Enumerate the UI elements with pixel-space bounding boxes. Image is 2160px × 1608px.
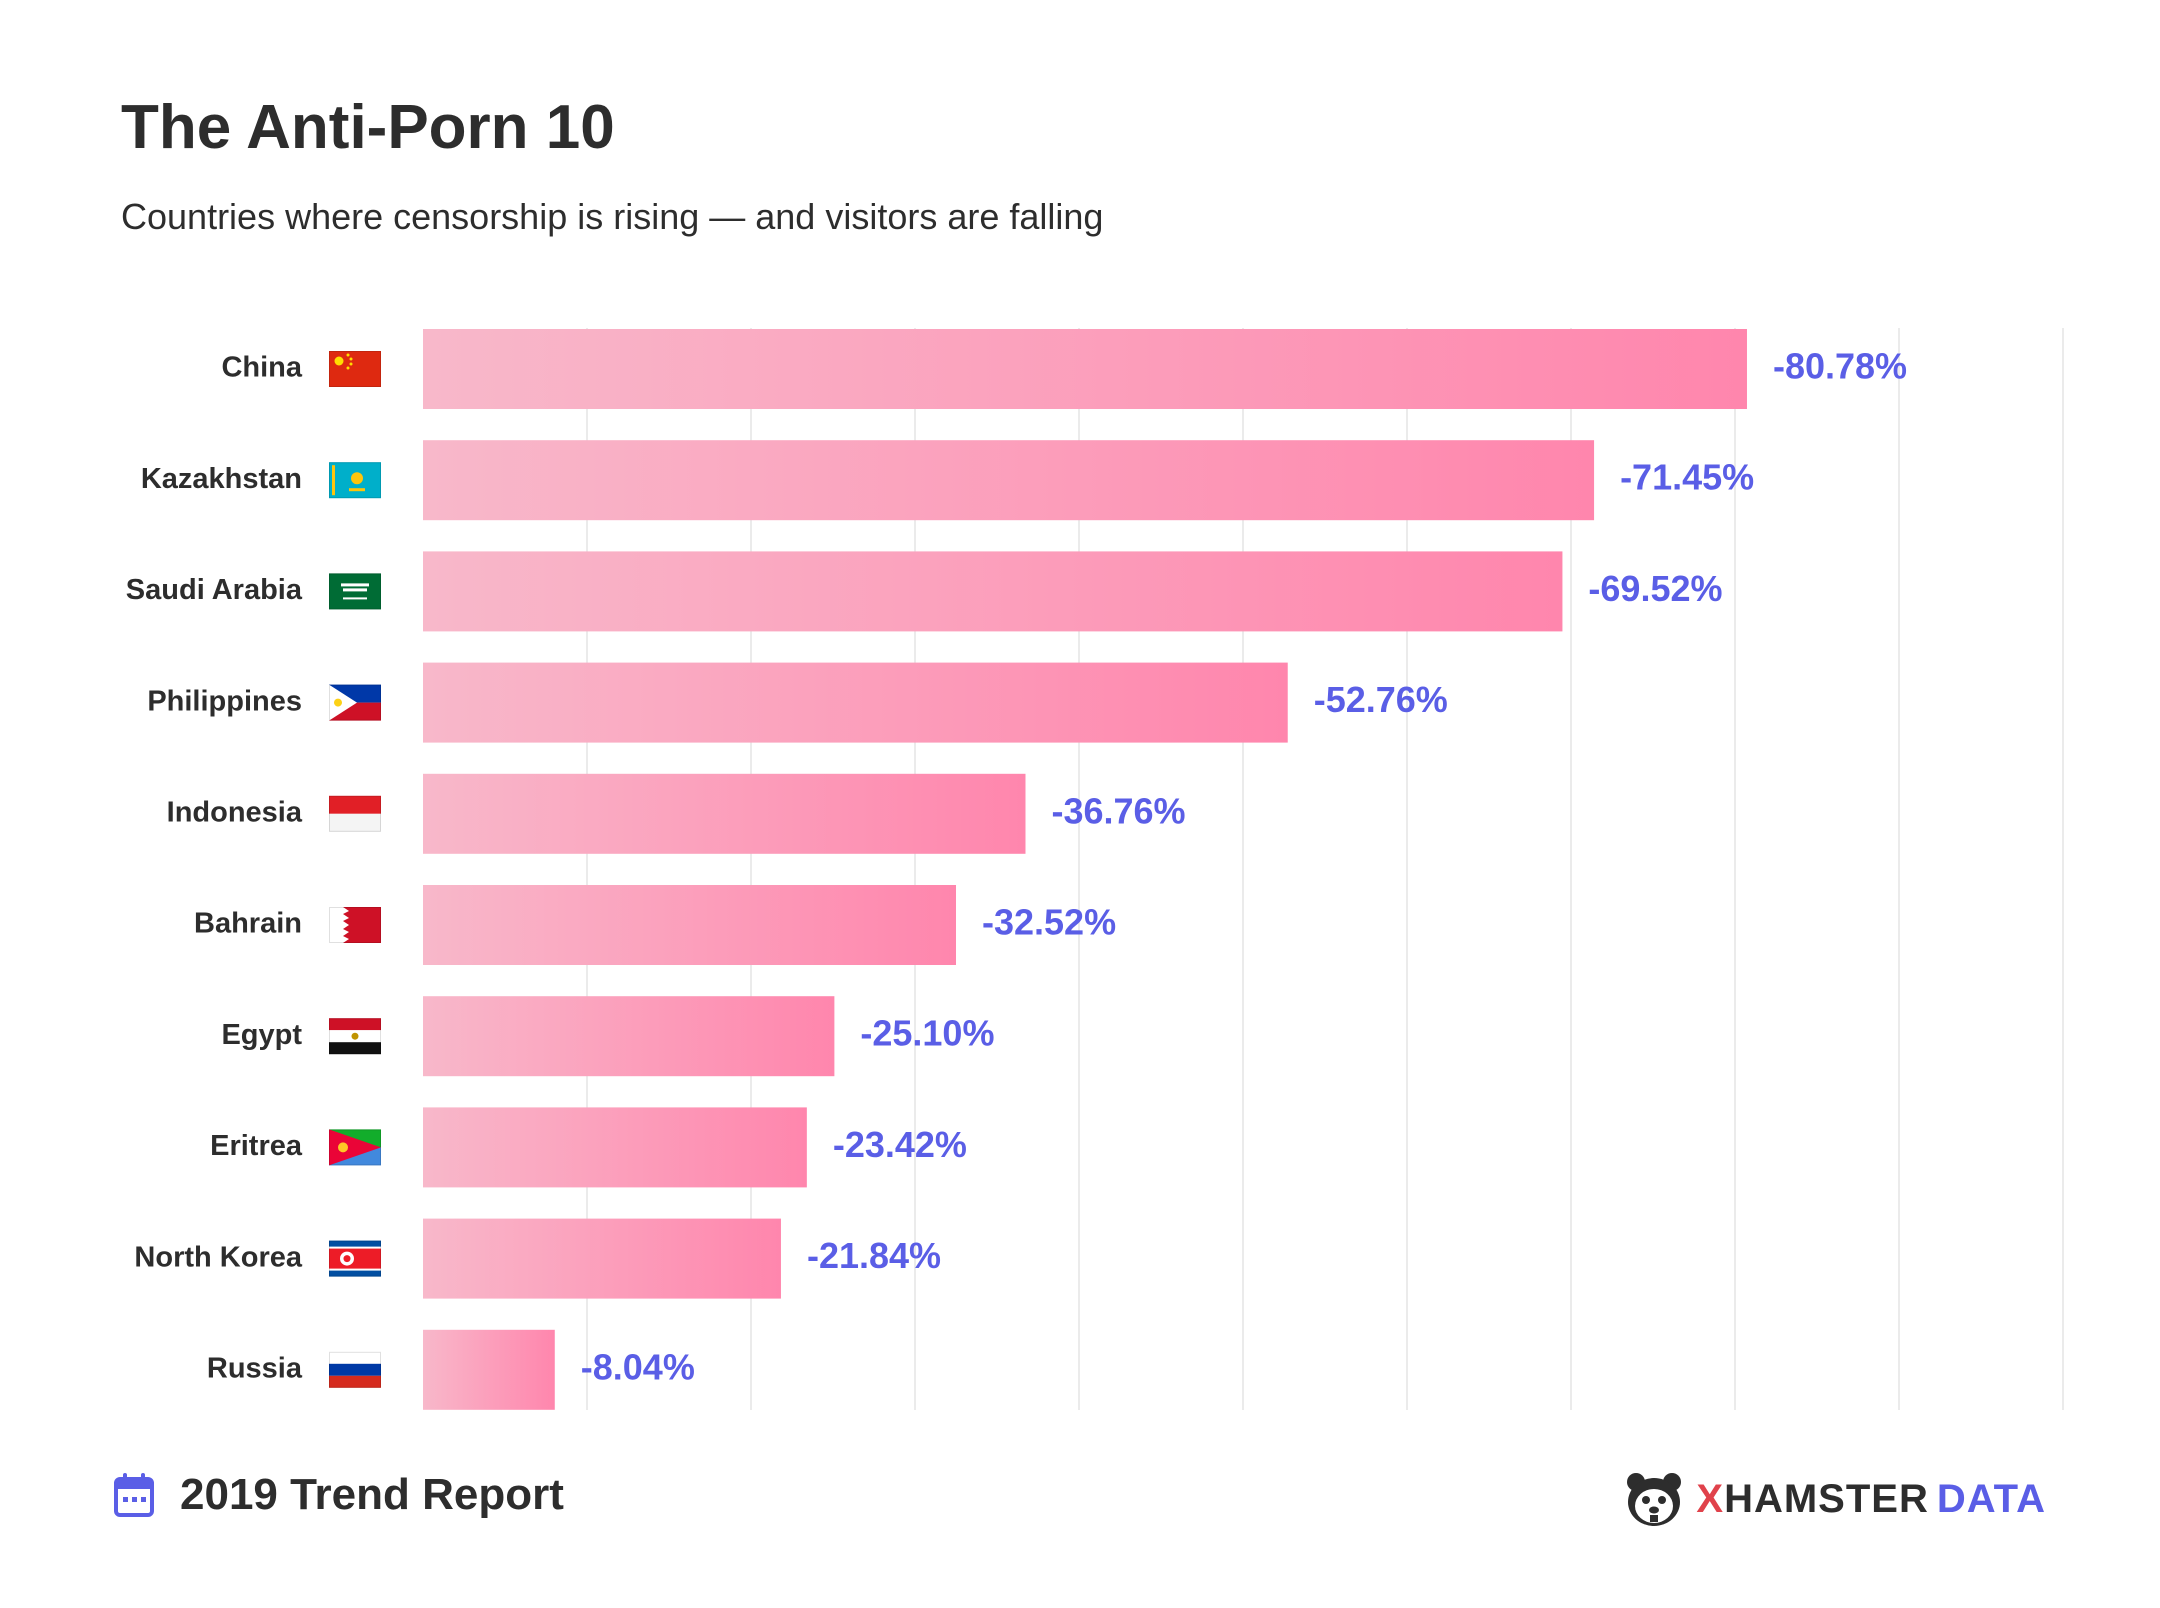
hamster-logo-icon xyxy=(1627,1473,1682,1526)
bar-bahrain xyxy=(423,885,957,965)
value-label: -25.10% xyxy=(860,1013,994,1054)
value-label: -80.78% xyxy=(1773,346,1907,387)
bar-north-korea xyxy=(423,1218,781,1299)
brand-x: X xyxy=(1696,1476,1725,1521)
bar-russia xyxy=(423,1329,555,1410)
brand-wordmark: XHAMSTER DATA xyxy=(1696,1477,2046,1522)
bar-chart: China -80.78% Kazakhstan -71.45% Saudi Arabi… xyxy=(126,328,2064,1410)
bar-china xyxy=(423,329,1747,409)
value-label: -36.76% xyxy=(1051,790,1185,831)
category-label: Eritrea xyxy=(210,1130,303,1162)
bars xyxy=(423,329,1747,1410)
value-label: -69.52% xyxy=(1588,568,1722,609)
brand-logo: XHAMSTER DATA xyxy=(1624,1470,2046,1528)
category-label: China xyxy=(221,352,302,384)
report-footer: 2019 Trend Report xyxy=(114,1470,564,1520)
category-label: Philippines xyxy=(147,685,302,717)
eritrea-flag-icon xyxy=(329,1129,381,1166)
category-label: Egypt xyxy=(221,1019,302,1051)
russia-flag-icon xyxy=(329,1351,381,1388)
saudi-arabia-flag-icon xyxy=(329,573,381,610)
china-flag-icon xyxy=(329,351,381,387)
bar-kazakhstan xyxy=(423,440,1595,521)
value-label: -32.52% xyxy=(982,902,1116,943)
north-korea-flag-icon xyxy=(329,1240,381,1277)
brand-hamster: HAMSTER xyxy=(1724,1476,1929,1521)
calendar-icon xyxy=(114,1473,154,1517)
kazakhstan-flag-icon xyxy=(329,462,381,499)
page-title: The Anti-Porn 10 xyxy=(121,93,615,162)
bar-philippines xyxy=(423,662,1288,743)
labels: China -80.78% Kazakhstan -71.45% Saudi Arabi… xyxy=(126,346,1907,1388)
bar-egypt xyxy=(423,996,835,1077)
report-label: 2019 Trend Report xyxy=(180,1470,564,1519)
indonesia-flag-icon xyxy=(329,795,381,832)
philippines-flag-icon xyxy=(329,684,381,721)
value-label: -8.04% xyxy=(581,1346,695,1387)
bar-saudi-arabia xyxy=(423,551,1563,632)
egypt-flag-icon xyxy=(329,1018,381,1055)
bar-indonesia xyxy=(423,773,1026,854)
value-label: -23.42% xyxy=(833,1124,967,1165)
category-label: North Korea xyxy=(134,1241,302,1273)
value-label: -71.45% xyxy=(1620,457,1754,498)
brand-data: DATA xyxy=(1936,1476,2046,1521)
category-label: Indonesia xyxy=(167,796,303,828)
page-subtitle: Countries where censorship is rising — a… xyxy=(121,196,1104,237)
value-label: -21.84% xyxy=(807,1235,941,1276)
bahrain-flag-icon xyxy=(329,907,381,943)
value-label: -52.76% xyxy=(1314,679,1448,720)
category-label: Russia xyxy=(207,1352,303,1384)
category-label: Bahrain xyxy=(194,908,302,940)
category-label: Kazakhstan xyxy=(141,463,302,495)
category-label: Saudi Arabia xyxy=(126,574,303,606)
bar-eritrea xyxy=(423,1107,807,1188)
